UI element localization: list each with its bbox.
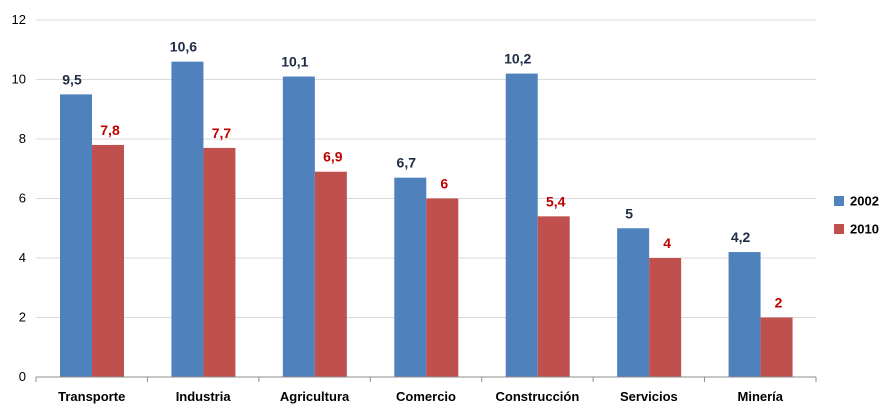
bar-2002-comercio: [394, 177, 427, 377]
data-label-2010: 7,7: [212, 125, 232, 141]
x-axis: Transporte Industria Agricultura Comercio Co…: [35, 376, 817, 404]
legend: 2002 2010: [834, 194, 879, 237]
data-label-2010: 2: [775, 295, 783, 311]
bar-2002-agricultura: [282, 76, 315, 378]
x-category-label: Comercio: [396, 389, 456, 404]
bar-2010-comercio: [426, 198, 459, 377]
bar-2010-industria: [203, 147, 236, 377]
data-label-2002: 5: [625, 205, 633, 221]
y-tick-label: 4: [19, 250, 26, 265]
x-category-label: Minería: [738, 389, 784, 404]
data-labels: 9,5 10,6 10,1 6,7 10,2 5 4,2 7,8 7,7 6,9 6 5,4 4 2: [62, 39, 782, 311]
bar-2002-servicios: [617, 228, 650, 377]
bar-2010-transporte: [92, 144, 124, 377]
data-label-2010: 7,8: [100, 122, 120, 138]
y-tick-label: 8: [19, 131, 26, 146]
x-category-label: Transporte: [58, 389, 125, 404]
legend-label-2002: 2002: [850, 194, 879, 209]
bars: [60, 61, 793, 378]
y-tick-label: 10: [12, 72, 26, 87]
y-tick-label: 12: [12, 12, 26, 27]
y-tick-label: 6: [19, 191, 26, 206]
x-category-label: Industria: [176, 389, 232, 404]
legend-swatch-2010: [834, 224, 844, 234]
data-label-2002: 10,6: [170, 39, 197, 55]
data-label-2002: 10,2: [504, 51, 531, 67]
data-label-2002: 6,7: [397, 155, 417, 171]
bar-2010-minería: [760, 317, 793, 377]
data-label-2010: 4: [663, 235, 671, 251]
x-category-label: Construcción: [496, 389, 580, 404]
bar-2010-construcción: [537, 216, 570, 377]
bar-2010-agricultura: [314, 171, 347, 377]
bar-2002-construcción: [505, 73, 538, 378]
x-category-label: Agricultura: [280, 389, 350, 404]
legend-swatch-2002: [834, 196, 844, 206]
legend-label-2010: 2010: [850, 222, 879, 237]
data-label-2002: 4,2: [731, 229, 751, 245]
data-label-2010: 5,4: [546, 193, 566, 209]
x-category-label: Servicios: [620, 389, 678, 404]
bar-2002-minería: [728, 252, 761, 377]
y-axis-ticks: 0 2 4 6 8 10 12: [12, 12, 26, 384]
y-tick-label: 2: [19, 310, 26, 325]
bar-2002-transporte: [60, 94, 92, 377]
data-label-2002: 9,5: [62, 71, 82, 87]
data-label-2002: 10,1: [281, 54, 308, 70]
bar-2010-servicios: [649, 258, 682, 377]
bar-2002-industria: [171, 61, 204, 378]
data-label-2010: 6,9: [323, 149, 343, 165]
data-label-2010: 6: [440, 176, 448, 192]
y-tick-label: 0: [19, 369, 26, 384]
